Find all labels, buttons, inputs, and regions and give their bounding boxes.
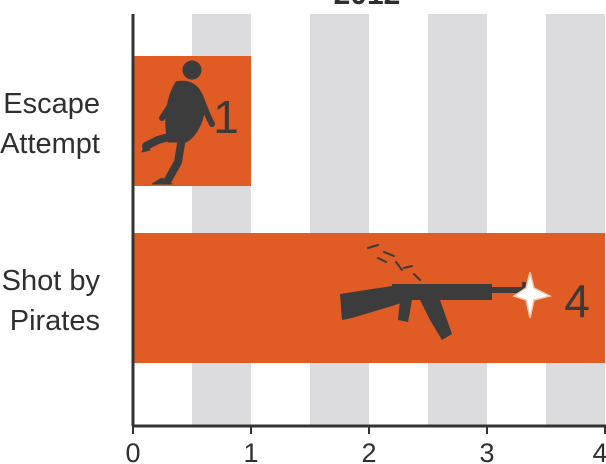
casing (395, 261, 403, 271)
casing (403, 265, 413, 269)
barrel (488, 287, 526, 293)
casing (367, 244, 379, 249)
shoe (151, 177, 173, 185)
sight (522, 282, 526, 290)
leg (164, 134, 186, 184)
casing-trail (367, 244, 421, 281)
casing (383, 251, 395, 257)
grip (398, 300, 412, 322)
head (182, 60, 202, 80)
rifle-icon (340, 282, 526, 340)
bar-data-label: 1 (213, 91, 239, 143)
x-axis-ticks: 0 1 2 3 4 (125, 426, 606, 464)
casing (413, 273, 421, 281)
bar-icons (141, 60, 553, 340)
shoe (141, 141, 151, 153)
category-label-line: Shot by (2, 265, 101, 297)
stock (340, 284, 404, 320)
grid-band (428, 14, 487, 426)
grid-band (310, 14, 369, 426)
x-tick-label: 1 (243, 438, 258, 464)
grid-band (546, 14, 605, 426)
category-labels: Escape Attempt Shot by Pirates (0, 88, 100, 337)
running-man-icon (141, 60, 215, 185)
leg (142, 132, 176, 150)
category-label-line: Attempt (0, 128, 100, 160)
receiver (392, 284, 492, 300)
grid-bands (192, 14, 605, 426)
category-label: Escape Attempt (0, 88, 100, 160)
x-tick-label: 3 (479, 438, 494, 464)
category-label-line: Escape (3, 88, 100, 120)
arm (197, 93, 215, 127)
casing (377, 257, 387, 263)
x-tick-label: 4 (592, 438, 606, 464)
category-label: Shot by Pirates (2, 265, 101, 337)
magazine (420, 300, 452, 340)
x-tick-label: 2 (361, 438, 376, 464)
arm (159, 97, 177, 121)
bar-data-label: 4 (564, 275, 590, 327)
muzzle-flash-icon (512, 271, 553, 319)
chart-title: 2012 (334, 0, 401, 11)
x-tick-label: 0 (125, 438, 140, 464)
category-label-line: Pirates (10, 305, 100, 337)
